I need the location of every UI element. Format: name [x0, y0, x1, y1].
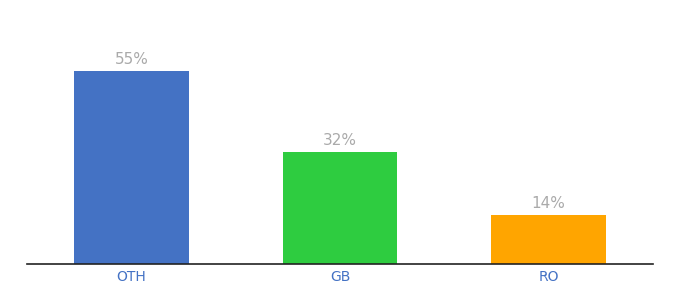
Text: 14%: 14%	[532, 196, 566, 211]
Bar	[74, 71, 189, 264]
Bar	[491, 215, 606, 264]
Bar	[283, 152, 397, 264]
Text: 32%: 32%	[323, 133, 357, 148]
Text: 55%: 55%	[114, 52, 148, 67]
